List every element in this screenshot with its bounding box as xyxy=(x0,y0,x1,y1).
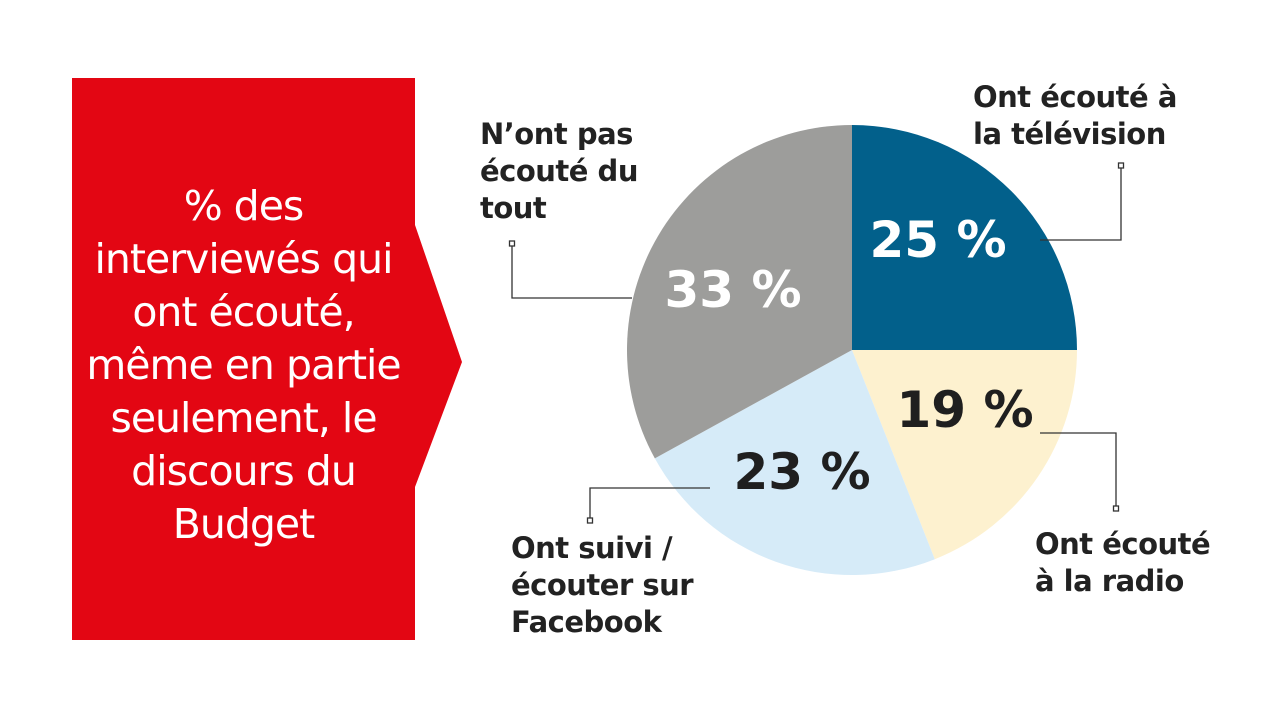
label-tv: Ont écouté à la télévision xyxy=(973,80,1177,151)
slice-value-label: 25 % xyxy=(869,211,1006,269)
leader-dot-radio xyxy=(1112,505,1120,512)
chart-title: % des interviewés qui ont écouté, même e… xyxy=(86,182,401,548)
label-none: N’ont pas écouté du tout xyxy=(480,117,638,225)
leader-dot-none xyxy=(508,240,516,247)
label-radio: Ont écouté à la radio xyxy=(1035,527,1211,598)
pie-slice xyxy=(654,350,935,576)
leader-dot-tv xyxy=(1117,162,1125,169)
pie-slice xyxy=(627,125,852,459)
slice-value-label: 19 % xyxy=(896,381,1033,439)
pie-slice xyxy=(852,125,1077,350)
label-facebook: Ont suivi / écouter sur Facebook xyxy=(511,531,694,639)
leader-line-facebook xyxy=(589,487,710,518)
pie-slice xyxy=(852,350,1077,560)
slice-value-label: 33 % xyxy=(664,261,801,319)
slice-value-label: 23 % xyxy=(733,443,870,501)
leader-line-radio xyxy=(1040,432,1117,506)
leader-line-tv xyxy=(1040,168,1122,241)
leader-dot-facebook xyxy=(586,517,594,524)
title-banner xyxy=(72,78,462,640)
leader-line-none xyxy=(511,246,632,299)
